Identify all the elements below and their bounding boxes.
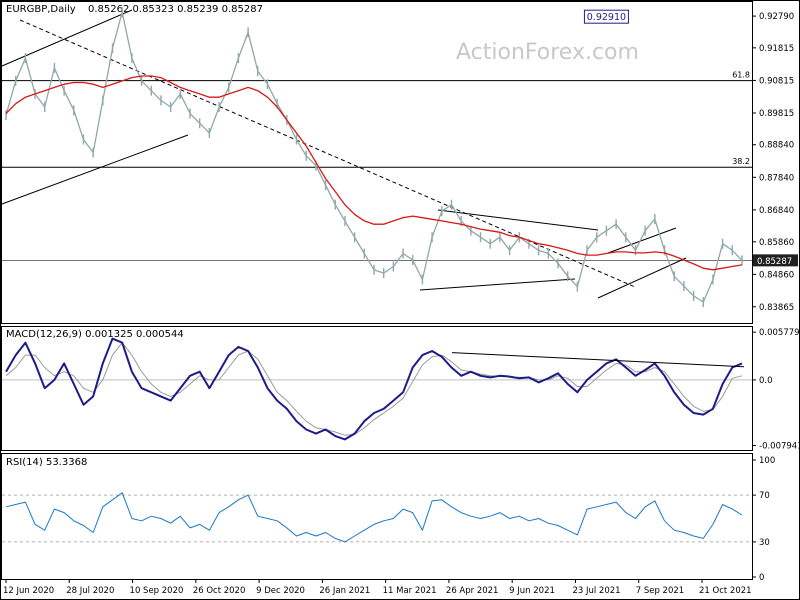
trend-lines bbox=[1, 9, 687, 299]
rsi-axis-label: 70 bbox=[759, 491, 770, 501]
macd-panel-border bbox=[1, 326, 753, 451]
symbol-label: EURGBP,Daily bbox=[6, 4, 76, 15]
rsi-axis-label: 100 bbox=[759, 456, 775, 466]
price-axis-label: 0.92790 bbox=[759, 12, 794, 22]
price-axis-label: 0.89815 bbox=[759, 109, 794, 119]
macd-axis: 0.005779 0.0 -0.007941 bbox=[752, 328, 800, 452]
price-axis-label: 0.84860 bbox=[759, 270, 794, 280]
price-axis: 0.92790 0.91815 0.90815 0.89815 0.88840 0.878… bbox=[752, 12, 798, 313]
date-axis-label: 9 Jun 2021 bbox=[509, 586, 555, 596]
price-annotations: 0.929100.922900.886100.847000.866800.844… bbox=[583, 9, 629, 24]
macd-axis-label: 0.005779 bbox=[759, 328, 800, 338]
price-axis-label: 0.83865 bbox=[759, 303, 794, 313]
ohlc-label: 0.85262 0.85323 0.85239 0.85287 bbox=[88, 4, 263, 15]
date-axis-label: 12 Jun 2020 bbox=[3, 586, 54, 596]
watermark: ActionForex.com bbox=[456, 40, 639, 65]
channel-lower-line bbox=[1, 134, 189, 205]
rsi-panel-border bbox=[1, 453, 753, 580]
price-axis-label: 0.90815 bbox=[759, 76, 794, 86]
triangle-lower-line bbox=[419, 278, 576, 291]
fib-level-label: 38.2 bbox=[732, 157, 750, 166]
price-axis-label: 0.91815 bbox=[759, 44, 794, 54]
price-axis-label: 0.86840 bbox=[759, 206, 794, 216]
rsi-axis: 100 70 30 0 bbox=[752, 456, 775, 583]
date-axis-label: 26 Apr 2021 bbox=[446, 586, 499, 596]
price-series-layer bbox=[5, 7, 743, 308]
macd-title: MACD(12,26,9) 0.001325 0.000544 bbox=[6, 329, 184, 340]
date-axis-label: 11 Mar 2021 bbox=[383, 586, 437, 596]
rsi-layer bbox=[2, 492, 752, 543]
price-guide-lines: 61.8 38.2 bbox=[2, 71, 752, 261]
current-price-box bbox=[753, 254, 798, 267]
macd-axis-label: -0.007941 bbox=[759, 442, 800, 452]
price-axis-label: 0.88840 bbox=[759, 141, 794, 151]
sma-line bbox=[5, 75, 743, 271]
price-close-line bbox=[5, 11, 743, 303]
rsi-line bbox=[5, 492, 743, 543]
macd-layer bbox=[2, 337, 752, 441]
rsi-axis-label: 0 bbox=[759, 573, 764, 583]
date-axis-label: 26 Oct 2020 bbox=[193, 586, 246, 596]
macd-axis-label: 0.0 bbox=[759, 376, 773, 386]
date-axis-label: 28 Jul 2020 bbox=[66, 586, 114, 596]
date-axis-label: 9 Dec 2020 bbox=[256, 586, 305, 596]
triangle-upper-line bbox=[437, 209, 599, 231]
channel-upper-line bbox=[1, 9, 133, 67]
price-annotation-label: 0.92910 bbox=[587, 12, 626, 23]
rising-channel-upper-line bbox=[607, 227, 677, 254]
macd-signal-line bbox=[5, 342, 743, 436]
price-panel-border bbox=[1, 1, 753, 324]
price-axis-label: 0.85860 bbox=[759, 238, 794, 248]
date-axis-label: 7 Sep 2021 bbox=[636, 586, 684, 596]
macd-trend-line bbox=[451, 352, 745, 368]
rsi-axis-label: 30 bbox=[759, 538, 770, 548]
date-axis: 12 Jun 2020 28 Jul 2020 10 Sep 2020 26 Oct … bbox=[3, 579, 752, 596]
current-price-label: 0.85287 bbox=[757, 257, 792, 267]
price-axis-label: 0.87840 bbox=[759, 173, 794, 183]
rsi-title: RSI(14) 53.3368 bbox=[6, 457, 87, 468]
date-axis-label: 21 Oct 2021 bbox=[699, 586, 752, 596]
price-annotation-box bbox=[583, 9, 629, 24]
date-axis-label: 10 Sep 2020 bbox=[130, 586, 184, 596]
date-axis-label: 26 Jan 2021 bbox=[319, 586, 370, 596]
macd-line bbox=[5, 337, 743, 441]
fib-level-label: 61.8 bbox=[732, 71, 750, 80]
date-axis-label: 23 Jul 2021 bbox=[572, 586, 620, 596]
rising-channel-lower-line bbox=[597, 257, 687, 299]
